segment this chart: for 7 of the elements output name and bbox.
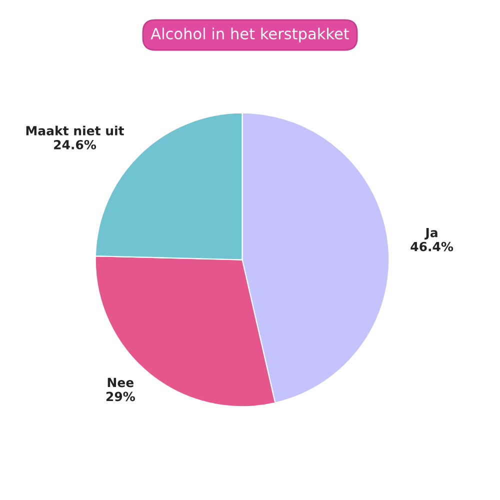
data-label: 24.6% xyxy=(54,140,96,150)
data-label: 46.4% xyxy=(410,242,454,252)
slice-label: Nee xyxy=(108,378,134,388)
chart-title: Alcohol in het kerstpakket xyxy=(150,28,350,42)
slice-label: Ja xyxy=(424,228,438,240)
slice-label: Maakt niet uit xyxy=(26,126,124,136)
data-label: 29% xyxy=(106,392,135,402)
